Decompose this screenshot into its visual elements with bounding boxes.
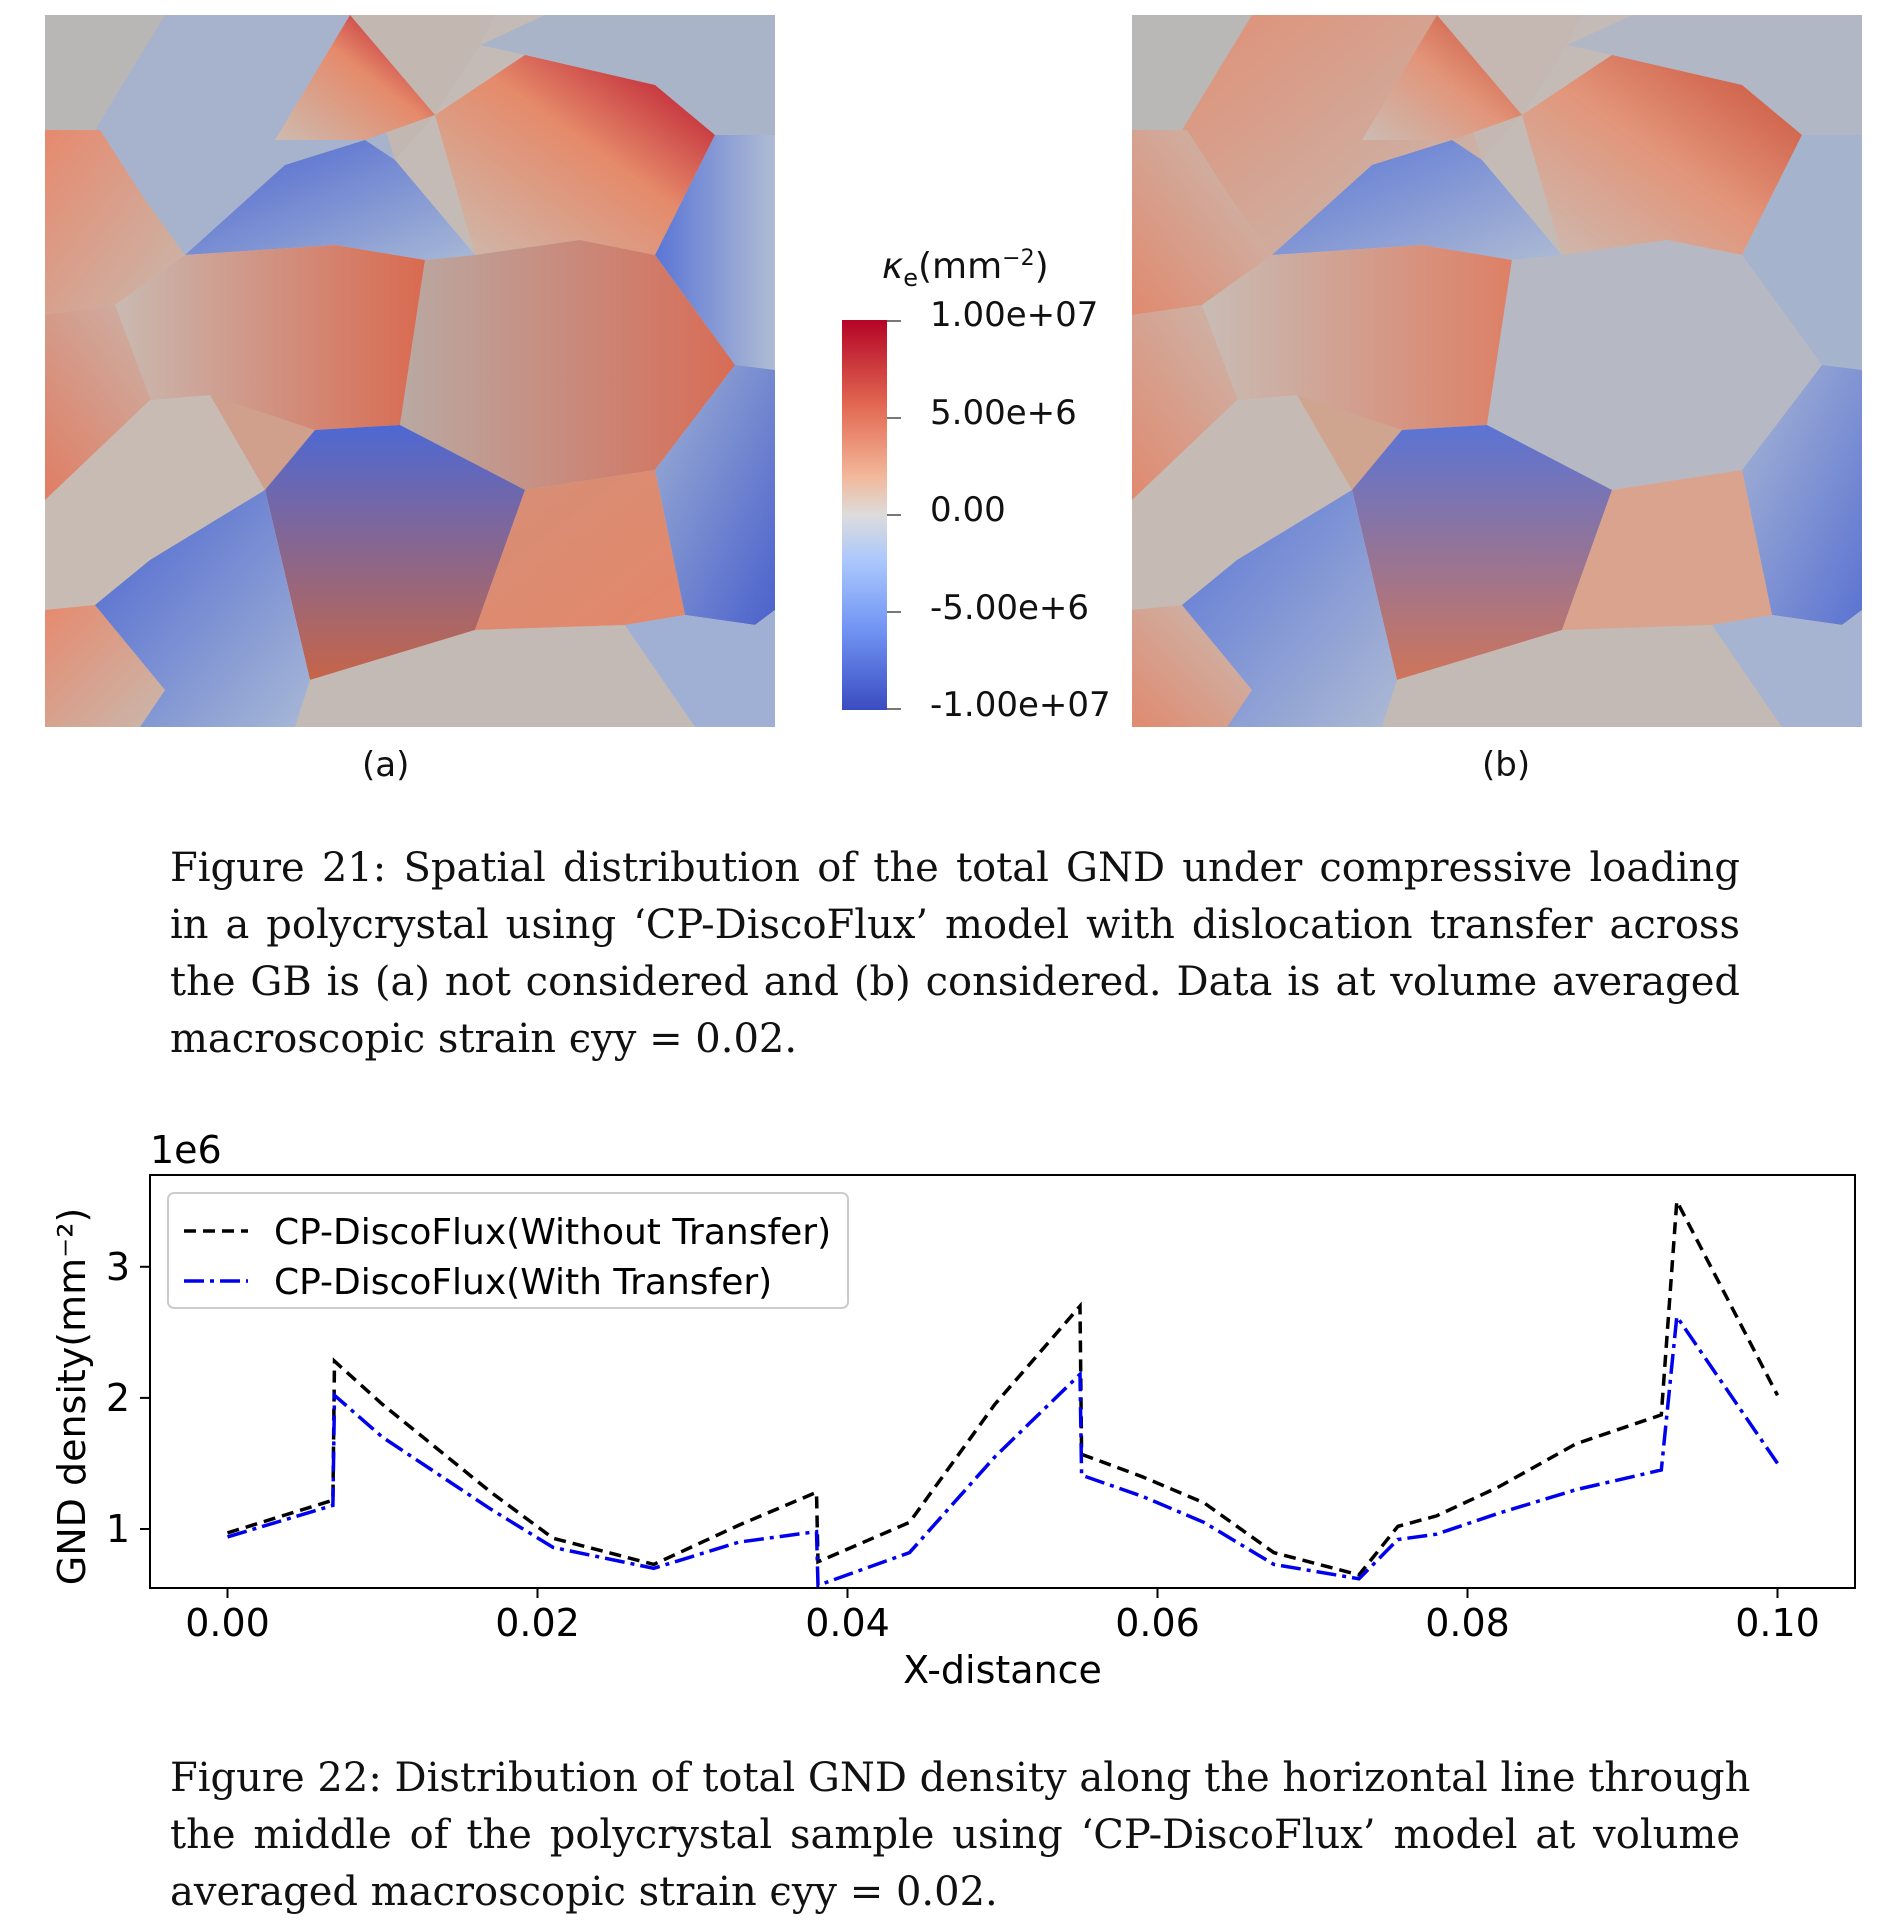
caption-line: in a polycrystal using ‘CP-DiscoFlux’ mo… [170,902,1740,948]
gnd-map-panel-b [1132,15,1862,727]
gnd-map-a-svg [45,15,775,727]
y-axis-label: GND density(mm⁻²) [50,1208,94,1586]
gnd-map-b-svg [1132,15,1862,727]
caption-line: averaged macroscopic strain ϵyy = 0.02. [170,1869,998,1915]
x-tick-label: 0.08 [1425,1601,1510,1645]
gnd-density-line-chart: 0.00 0.02 0.04 0.06 0.08 0.10 1 2 3 X-distance GND… [0,1120,1902,1710]
colorbar-label-min: -1.00e+07 [930,685,1111,725]
colorbar-gradient [842,320,887,710]
colorbar: κe(mm−2) 1.00e+07 5.00e+6 0.00 -5.00e+6 … [800,240,1130,730]
x-tick-label: 0.06 [1115,1601,1200,1645]
colorbar-tick [887,708,901,710]
series-line-2 [226,1311,1779,1588]
x-tick-label: 0.04 [805,1601,890,1645]
x-tick-label: 0.02 [495,1601,580,1645]
x-tick-label: 0.10 [1735,1601,1820,1645]
legend-label-1: CP-DiscoFlux(Without Transfer) [274,1212,831,1253]
figure-21-caption: Figure 21: Spatial distribution of the t… [170,840,1740,1068]
colorbar-tick [887,611,901,613]
x-tick-label: 0.00 [185,1601,270,1645]
y-tick-label: 1 [106,1507,130,1551]
series-line-1 [226,1194,1780,1577]
colorbar-label-neg-half: -5.00e+6 [930,588,1090,628]
colorbar-label-zero: 0.00 [930,490,1006,530]
caption-line: the middle of the polycrystal sample usi… [170,1812,1740,1858]
caption-line: Figure 21: Spatial distribution of the t… [170,845,1740,891]
caption-line: macroscopic strain ϵyy = 0.02. [170,1016,798,1062]
caption-line: the GB is (a) not considered and (b) con… [170,959,1740,1005]
caption-line: Figure 22: Distribution of total GND den… [170,1755,1751,1801]
legend-label-2: CP-DiscoFlux(With Transfer) [274,1262,772,1303]
y-scale-multiplier: 1e6 [150,1128,222,1172]
panel-a-label: (a) [362,745,410,785]
colorbar-label-max: 1.00e+07 [930,295,1099,335]
y-tick-label: 2 [106,1376,130,1420]
panel-b-label: (b) [1482,745,1531,785]
colorbar-tick [887,320,901,322]
plot-frame [149,1174,1856,1589]
colorbar-label-half: 5.00e+6 [930,393,1077,433]
gnd-map-panel-a [45,15,775,727]
x-axis-label: X-distance [903,1648,1102,1692]
legend-box [167,1192,849,1309]
colorbar-title: κe(mm−2) [882,246,1049,293]
chart-svg: 0.00 0.02 0.04 0.06 0.08 0.10 1 2 3 X-distance GND… [50,1128,1856,1692]
colorbar-tick [887,514,901,516]
y-tick-label: 3 [106,1245,130,1289]
colorbar-tick [887,417,901,419]
figure-22-caption: Figure 22: Distribution of total GND den… [170,1750,1751,1921]
